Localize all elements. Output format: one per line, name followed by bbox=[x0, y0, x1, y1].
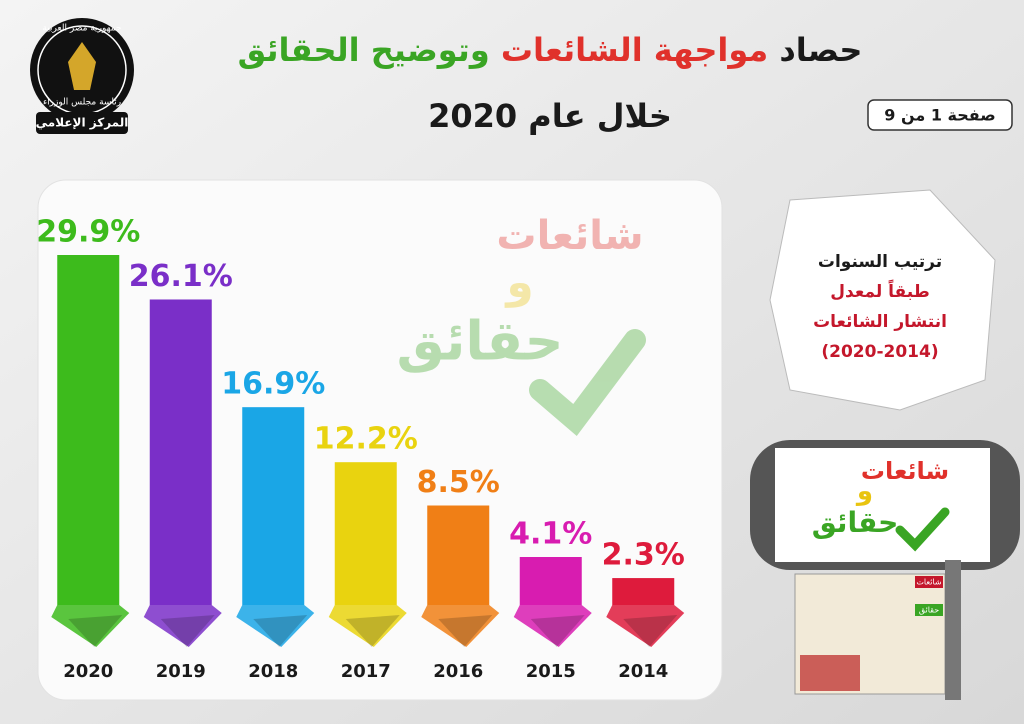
x-tick-label: 2019 bbox=[156, 661, 206, 682]
card-check bbox=[895, 507, 950, 552]
subtitle: خلال عام 2020 bbox=[428, 97, 672, 135]
bar bbox=[57, 255, 120, 605]
side-note-line: طبقاً لمعدل bbox=[830, 278, 929, 302]
logo-banner bbox=[36, 112, 128, 134]
title: حصاد مواجهة الشائعات وتوضيح الحقائق bbox=[238, 31, 863, 69]
bar-arrow-shade bbox=[253, 615, 308, 647]
logo-text: المركز الإعلامي bbox=[36, 116, 129, 130]
tag-rumors: شائعات bbox=[916, 578, 941, 587]
card: شائعات و حقائق شائعات حقائق bbox=[750, 440, 1020, 700]
card-facts: حقائق bbox=[812, 506, 899, 539]
side-note-line: (2020-2014) bbox=[821, 342, 938, 362]
title-part: مواجهة الشائعات bbox=[501, 31, 768, 69]
torn-paper bbox=[769, 189, 996, 411]
bar-arrow-shade bbox=[530, 615, 585, 647]
bar-arrow-shade bbox=[345, 615, 400, 647]
bar bbox=[242, 407, 305, 605]
logo-text: جمهورية مصر العربية bbox=[42, 24, 121, 34]
bar-arrow bbox=[328, 605, 407, 647]
watermark-check bbox=[529, 329, 646, 436]
bar-arrow bbox=[51, 605, 130, 647]
bar-arrow-shade bbox=[623, 615, 678, 647]
bar-arrow bbox=[606, 605, 685, 647]
bar-arrow-shade bbox=[438, 615, 493, 647]
bar bbox=[612, 578, 675, 605]
bar-arrow bbox=[236, 605, 315, 647]
x-tick-label: 2020 bbox=[63, 661, 113, 682]
value-label: 16.9% bbox=[221, 367, 325, 402]
bar-arrow bbox=[513, 605, 592, 647]
logo: جمهورية مصر العربية رئاسة مجلس الوزراء ا… bbox=[30, 18, 134, 134]
page-label-box bbox=[867, 99, 1013, 131]
title-part: وتوضيح الحقائق bbox=[238, 31, 490, 69]
side-note-line: ترتيب السنوات bbox=[818, 252, 942, 272]
title-part: حصاد bbox=[779, 31, 862, 69]
bar-arrow bbox=[143, 605, 222, 647]
value-label: 26.1% bbox=[129, 259, 233, 294]
card-inner bbox=[775, 448, 990, 562]
tag-facts: حقائق bbox=[919, 606, 939, 615]
x-tick-label: 2016 bbox=[433, 661, 483, 682]
bar bbox=[334, 462, 397, 605]
card-and: و bbox=[855, 477, 873, 507]
watermark: شائعات و حقائق bbox=[396, 213, 646, 436]
value-label: 2.3% bbox=[602, 538, 685, 573]
card-stand bbox=[945, 560, 961, 700]
logo-eagle bbox=[68, 42, 96, 90]
card-rumors: شائعات bbox=[861, 457, 949, 485]
bar bbox=[427, 505, 490, 605]
bar bbox=[519, 557, 582, 605]
bar-arrow-shade bbox=[68, 615, 123, 647]
bar-chart: 29.9% 2020 26.1% 2019 16.9% 2018 12.2% 2017 8.5%… bbox=[36, 215, 685, 683]
value-label: 12.2% bbox=[314, 422, 418, 457]
news-photo bbox=[800, 655, 860, 691]
watermark-and: و bbox=[504, 257, 533, 308]
value-label: 4.1% bbox=[509, 517, 592, 552]
side-note: ترتيب السنوات طبقاً لمعدل انتشار الشائعا… bbox=[769, 189, 996, 411]
bar-arrow-shade bbox=[160, 615, 215, 647]
tag-box bbox=[915, 576, 943, 588]
x-tick-label: 2017 bbox=[341, 661, 391, 682]
logo-text: رئاسة مجلس الوزراء bbox=[43, 98, 121, 108]
bar-arrow bbox=[421, 605, 500, 647]
x-tick-label: 2018 bbox=[248, 661, 298, 682]
x-tick-label: 2014 bbox=[618, 661, 668, 682]
side-note-line: انتشار الشائعات bbox=[813, 312, 947, 332]
tag-box bbox=[915, 604, 943, 616]
bar bbox=[149, 299, 212, 605]
x-tick-label: 2015 bbox=[526, 661, 576, 682]
watermark-rumors: شائعات bbox=[496, 213, 643, 259]
value-label: 8.5% bbox=[417, 465, 500, 500]
watermark-facts: حقائق bbox=[396, 310, 563, 373]
value-label: 29.9% bbox=[36, 215, 140, 250]
page-label: صفحة 1 من 9 bbox=[884, 106, 996, 125]
